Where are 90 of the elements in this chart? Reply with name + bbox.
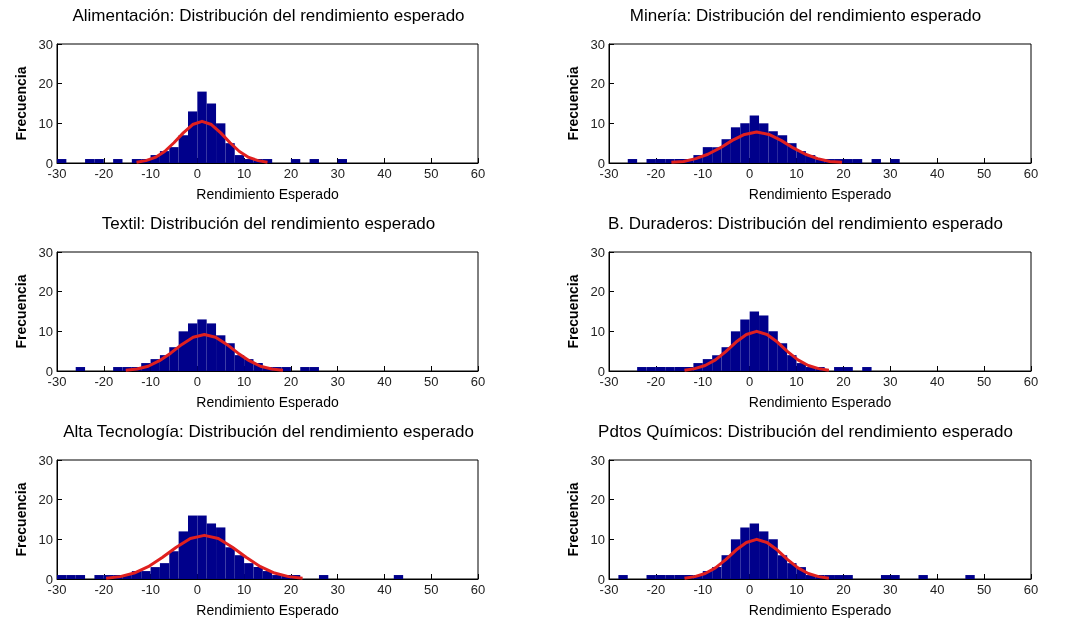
x-tick-label: -20 <box>646 166 666 181</box>
y-axis-title: Frecuencia <box>12 274 29 349</box>
y-tick-label: 30 <box>590 244 605 260</box>
x-tick-label: 60 <box>470 374 486 389</box>
x-tick-label: 50 <box>976 374 992 389</box>
x-tick-label: 60 <box>1023 582 1039 597</box>
x-tick-label: 40 <box>929 374 945 389</box>
x-axis-title: Rendimiento Esperado <box>748 602 892 618</box>
x-tick-label: 60 <box>1023 374 1039 389</box>
x-tick-label: -10 <box>693 166 713 181</box>
x-tick-label: 30 <box>883 166 898 181</box>
y-axis-title: Frecuencia <box>564 482 581 557</box>
x-tick-label: 30 <box>330 166 345 181</box>
x-tick-label: 10 <box>236 374 252 389</box>
x-tick-label: 30 <box>883 374 898 389</box>
x-tick-label: 60 <box>470 582 486 597</box>
x-tick-label: 10 <box>789 166 804 181</box>
x-tick-label: 60 <box>1023 166 1039 181</box>
x-axis-title: Rendimiento Esperado <box>196 602 339 618</box>
x-tick-label: 10 <box>789 582 804 597</box>
y-tick-label: 30 <box>38 244 53 260</box>
y-axis-title: Frecuencia <box>12 66 29 141</box>
x-tick-label: 30 <box>330 374 345 389</box>
x-tick-label: 0 <box>746 166 754 181</box>
x-tick-label: -20 <box>94 582 114 597</box>
x-tick-label: 20 <box>836 166 851 181</box>
y-tick-label: 10 <box>38 115 53 131</box>
x-tick-label: 50 <box>976 166 992 181</box>
y-axis-title: Frecuencia <box>564 274 581 349</box>
x-tick-label: 30 <box>883 582 898 597</box>
x-tick-label: 50 <box>976 582 992 597</box>
x-tick-label: 20 <box>283 582 299 597</box>
chart-title: Alta Tecnología: Distribución del rendimiento esperado <box>63 422 474 441</box>
x-tick-label: 50 <box>423 374 439 389</box>
x-tick-label: -20 <box>94 374 114 389</box>
x-tick-label: 10 <box>789 374 804 389</box>
x-tick-label: -20 <box>94 166 114 181</box>
y-tick-label: 30 <box>38 36 53 52</box>
x-tick-label: 40 <box>929 582 945 597</box>
x-axis-title: Rendimiento Esperado <box>196 186 339 202</box>
x-axis-title: Rendimiento Esperado <box>748 186 892 202</box>
x-tick-label: 0 <box>746 582 754 597</box>
x-tick-label: 20 <box>283 166 299 181</box>
x-tick-label: 40 <box>377 166 392 181</box>
y-axis-title: Frecuencia <box>564 66 581 141</box>
x-tick-label: -10 <box>141 374 160 389</box>
x-axis-title: Rendimiento Esperado <box>196 394 339 410</box>
y-axis-title: Frecuencia <box>12 482 29 557</box>
x-tick-label: 20 <box>283 374 299 389</box>
x-tick-label: 50 <box>423 582 439 597</box>
y-tick-label: 20 <box>38 76 53 92</box>
x-tick-label: -20 <box>646 374 666 389</box>
x-tick-label: -10 <box>693 374 713 389</box>
y-tick-label: 20 <box>590 492 605 508</box>
y-tick-label: 10 <box>590 115 605 131</box>
x-tick-label: 10 <box>236 582 252 597</box>
y-tick-label: 10 <box>38 323 53 339</box>
x-tick-label: -10 <box>693 582 713 597</box>
x-tick-label: -10 <box>141 582 160 597</box>
x-tick-label: -20 <box>646 582 666 597</box>
x-tick-label: 40 <box>377 582 392 597</box>
y-tick-label: 20 <box>38 284 53 300</box>
y-tick-label: 20 <box>38 492 53 508</box>
x-tick-label: -10 <box>141 166 160 181</box>
chart-title: Minería: Distribución del rendimiento esperado <box>629 6 982 25</box>
x-tick-label: 0 <box>746 374 754 389</box>
chart-title: Alimentación: Distribución del rendimiento esperado <box>72 6 465 25</box>
chart-title: Pdtos Químicos: Distribución del rendimiento esperado <box>598 422 1013 441</box>
x-tick-label: 50 <box>423 166 439 181</box>
x-tick-label: 0 <box>193 374 201 389</box>
chart-title: B. Duraderos: Distribución del rendimiento esperado <box>608 214 1003 233</box>
y-tick-label: 20 <box>590 284 605 300</box>
y-tick-label: 30 <box>590 452 605 468</box>
x-axis-title: Rendimiento Esperado <box>748 394 892 410</box>
chart-title: Textil: Distribución del rendimiento esperado <box>101 214 436 233</box>
x-tick-label: 0 <box>193 166 201 181</box>
x-tick-label: 30 <box>330 582 345 597</box>
x-tick-label: 20 <box>836 374 851 389</box>
x-tick-label: 60 <box>470 166 486 181</box>
x-tick-label: 10 <box>236 166 252 181</box>
y-tick-label: 30 <box>38 452 53 468</box>
y-tick-label: 30 <box>590 36 605 52</box>
y-tick-label: 10 <box>590 531 605 547</box>
x-tick-label: 40 <box>929 166 945 181</box>
y-tick-label: 10 <box>590 323 605 339</box>
y-tick-label: 20 <box>590 76 605 92</box>
x-tick-label: 40 <box>377 374 392 389</box>
x-tick-label: 20 <box>836 582 851 597</box>
x-tick-label: 0 <box>193 582 201 597</box>
y-tick-label: 10 <box>38 531 53 547</box>
